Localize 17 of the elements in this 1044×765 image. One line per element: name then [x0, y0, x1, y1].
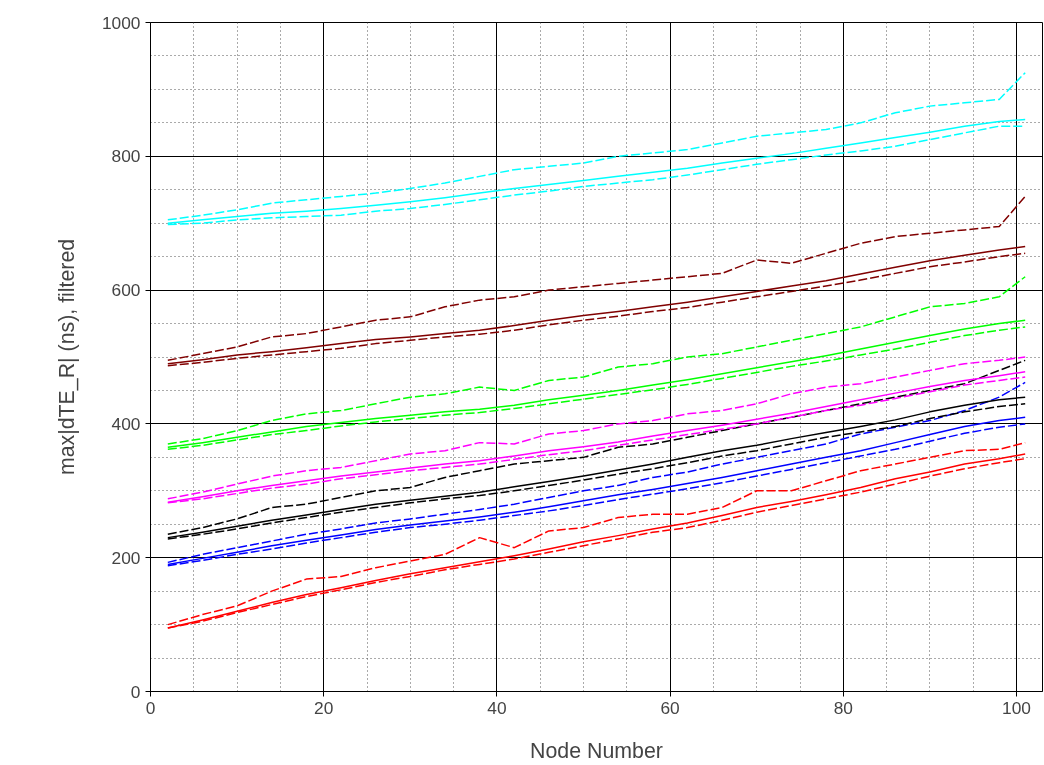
y-tick-label: 0 [130, 681, 141, 702]
x-tick-label: 0 [145, 697, 156, 718]
y-tick-label: 400 [111, 413, 141, 434]
x-tick-label: 80 [833, 697, 853, 718]
line-series [167, 275, 1026, 445]
y-tick-label: 200 [111, 547, 141, 568]
x-tick-label: 40 [487, 697, 507, 718]
x-tick-label: 20 [314, 697, 334, 718]
y-axis-title: max|dTE_R| (ns), filtered [54, 238, 79, 476]
y-tick-label: 800 [111, 146, 141, 167]
line-series [167, 195, 1026, 362]
y-tick-label: 600 [111, 280, 141, 301]
x-tick-label: 60 [660, 697, 680, 718]
x-axis-title: Node Number [530, 738, 663, 763]
x-tick-label: 100 [1002, 697, 1031, 718]
line-series [167, 71, 1026, 221]
y-tick-label: 1000 [101, 12, 141, 33]
